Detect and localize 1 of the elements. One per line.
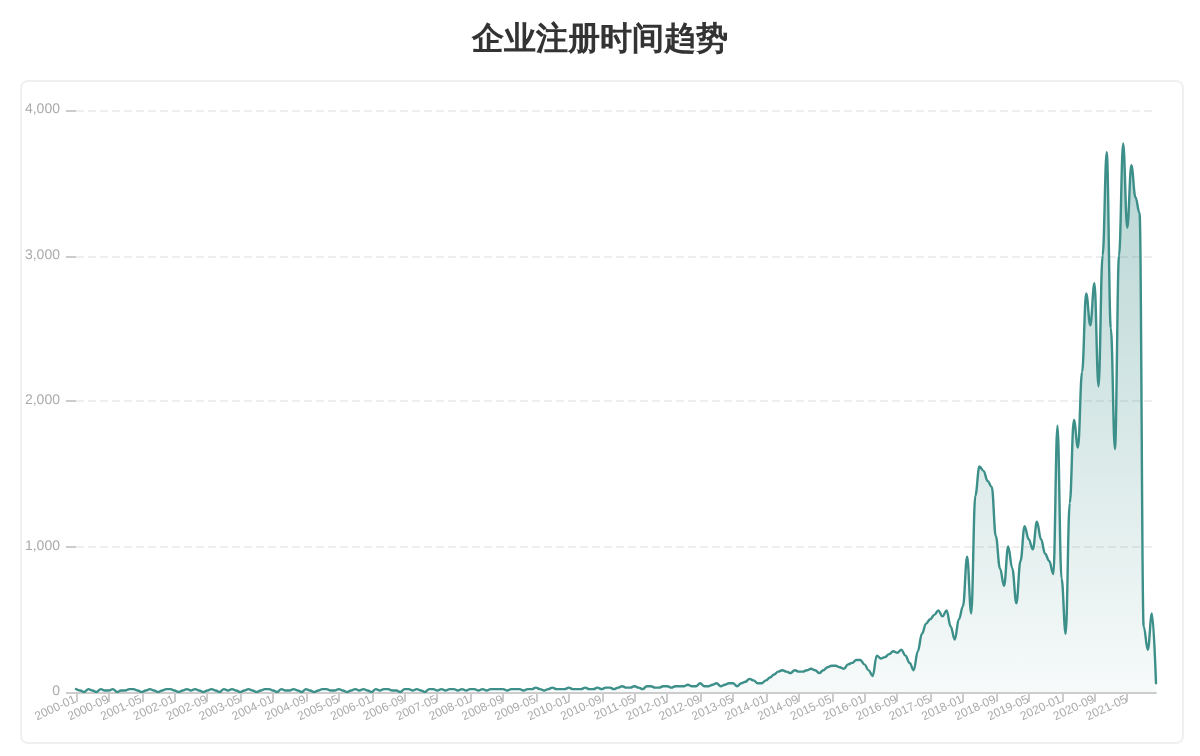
chart-title: 企业注册时间趋势 <box>470 19 728 57</box>
